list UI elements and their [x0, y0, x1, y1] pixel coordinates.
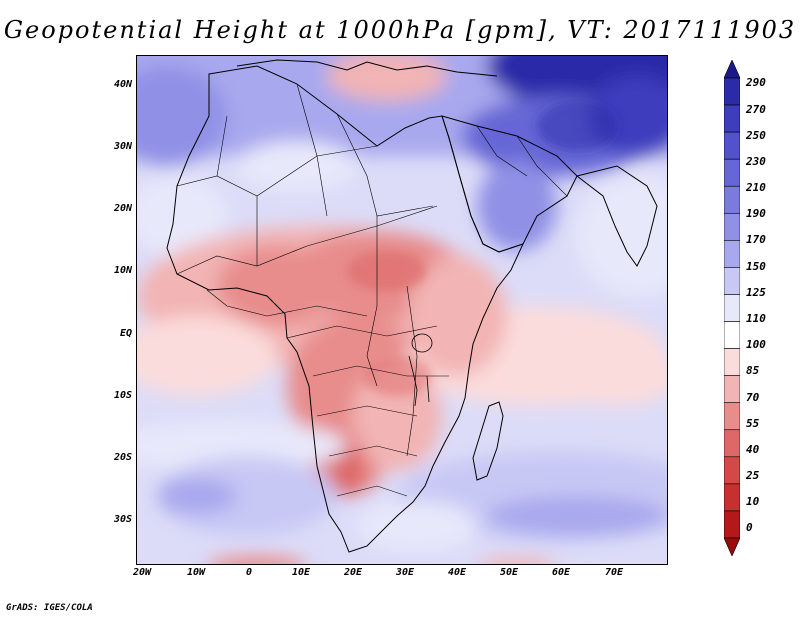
map-panel	[136, 55, 668, 565]
colorbar-tick-label: 190	[746, 207, 766, 220]
colorbar-tick-label: 150	[746, 260, 766, 273]
colorbar-tick-label: 40	[746, 443, 760, 456]
colorbar-tick-label: 55	[746, 417, 760, 430]
colorbar-cell	[724, 294, 740, 322]
colorbar-tick-label: 230	[746, 155, 766, 168]
lon-tick-label: 50E	[499, 567, 519, 578]
colorbar-cell	[724, 510, 740, 539]
colorbar-tick-label: 100	[746, 338, 766, 351]
lakes	[408, 333, 433, 407]
colorbar-tick-label: 70	[746, 391, 760, 404]
map-title: Geopotential Height at 1000hPa [gpm], VT…	[3, 16, 797, 44]
colorbar-cell	[724, 60, 740, 79]
colorbar-cell	[724, 131, 740, 160]
colorbar-tick-label: 10	[746, 495, 760, 508]
colorbar-cell	[724, 104, 740, 133]
colorbar-tick-label: 290	[746, 76, 766, 89]
height-field-map	[137, 56, 667, 564]
colorbar-tick-label: 270	[746, 103, 766, 116]
lat-tick-label: 30N	[113, 141, 132, 152]
colorbar-tick-label: 210	[746, 181, 766, 194]
colorbar-cell	[724, 537, 740, 556]
colorbar-cell	[724, 456, 740, 485]
lat-tick-label: 40N	[113, 79, 132, 90]
colorbar-cell	[724, 321, 740, 349]
colorbar-tick-label: 85	[746, 364, 760, 377]
lon-tick-label: 60E	[551, 567, 571, 578]
colorbar-cell	[724, 483, 740, 512]
colorbar-tick-label: 110	[746, 312, 766, 325]
colorbar-tick-label: 25	[746, 469, 760, 482]
country-borders	[176, 83, 568, 497]
lon-tick-label: 20E	[343, 567, 363, 578]
lon-tick-label: 20W	[132, 567, 152, 578]
lon-tick-label: 0	[245, 567, 253, 578]
lon-tick-label: 10W	[186, 567, 206, 578]
lon-tick-label: 10E	[291, 567, 311, 578]
lat-tick-label: 10N	[113, 265, 132, 276]
colorbar-cell	[724, 158, 740, 187]
coastlines	[166, 59, 658, 553]
lat-tick-label: 30S	[113, 514, 132, 525]
colorbar-cell	[724, 348, 740, 376]
lat-tick-label: 20N	[113, 203, 132, 214]
lon-tick-label: 30E	[395, 567, 415, 578]
colorbar	[724, 60, 740, 556]
lon-tick-label: 70E	[604, 567, 624, 578]
lon-tick-label: 40E	[447, 567, 467, 578]
lat-tick-label: 10S	[113, 390, 132, 401]
colorbar-cell	[724, 212, 740, 241]
lat-tick-label: 20S	[113, 452, 132, 463]
height-field-detail	[347, 101, 617, 396]
lat-tick-label: EQ	[119, 328, 132, 339]
colorbar-cell	[724, 185, 740, 214]
colorbar-cell	[724, 375, 740, 404]
colorbar-cell	[724, 402, 740, 431]
colorbar-cell	[724, 240, 740, 268]
colorbar-tick-label: 250	[746, 129, 766, 142]
colorbar-cell	[724, 77, 740, 106]
credit-text: GrADS: IGES/COLA	[6, 603, 93, 613]
colorbar-tick-label: 0	[746, 521, 753, 534]
colorbar-tick-label: 125	[746, 286, 766, 299]
colorbar-tick-label: 170	[746, 233, 766, 246]
colorbar-cell	[724, 429, 740, 458]
colorbar-cell	[724, 267, 740, 295]
